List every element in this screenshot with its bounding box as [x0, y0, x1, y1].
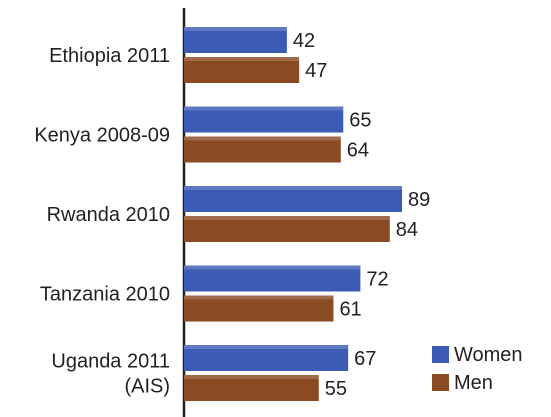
men-bar	[184, 295, 334, 322]
value-label: 67	[354, 348, 376, 370]
value-label: 72	[366, 269, 388, 291]
men-bar	[184, 375, 319, 401]
men-bar	[184, 57, 300, 83]
category-label: Ethiopia 2011	[49, 45, 170, 67]
category-label: Tanzania 2010	[40, 284, 170, 306]
legend-label: Women	[454, 344, 523, 366]
category-label: Uganda 2011 (AIS)	[51, 351, 170, 398]
women-bar-highlight	[184, 27, 287, 31]
category-label-line: Tanzania 2010	[40, 284, 170, 306]
value-label: 64	[347, 140, 369, 162]
men-bar	[184, 216, 390, 242]
men-bar-highlight	[184, 216, 390, 220]
value-label: 55	[325, 378, 347, 400]
men-legend-swatch	[432, 374, 449, 391]
category-label-line: Kenya 2008-09	[34, 125, 170, 147]
women-bar	[184, 27, 287, 53]
men-bar-highlight	[184, 375, 319, 379]
men-bar	[184, 136, 341, 163]
men-bar-highlight	[184, 295, 334, 300]
value-label: 61	[339, 299, 361, 321]
women-bar-highlight	[184, 265, 361, 270]
value-label: 65	[349, 110, 371, 132]
category-label-line: Ethiopia 2011	[49, 45, 170, 67]
category-label-line: Rwanda 2010	[47, 204, 170, 226]
women-bar-highlight	[184, 345, 349, 349]
women-bar-highlight	[184, 106, 344, 111]
category-label-line: (AIS)	[124, 376, 170, 398]
women-bar-highlight	[184, 186, 403, 190]
category-label-line: Uganda 2011	[51, 351, 170, 373]
women-bar	[184, 345, 349, 371]
category-label: Kenya 2008-09	[34, 125, 170, 147]
women-bar	[184, 265, 361, 292]
value-label: 47	[305, 60, 327, 82]
value-label: 84	[396, 219, 418, 241]
men-bar-highlight	[184, 136, 341, 141]
women-legend-swatch	[432, 346, 449, 363]
men-bar-highlight	[184, 57, 300, 61]
value-label: 89	[408, 189, 430, 211]
legend-label: Men	[454, 372, 493, 394]
women-bar	[184, 186, 403, 212]
category-label: Rwanda 2010	[47, 204, 170, 226]
women-bar	[184, 106, 344, 133]
value-label: 42	[293, 30, 315, 52]
